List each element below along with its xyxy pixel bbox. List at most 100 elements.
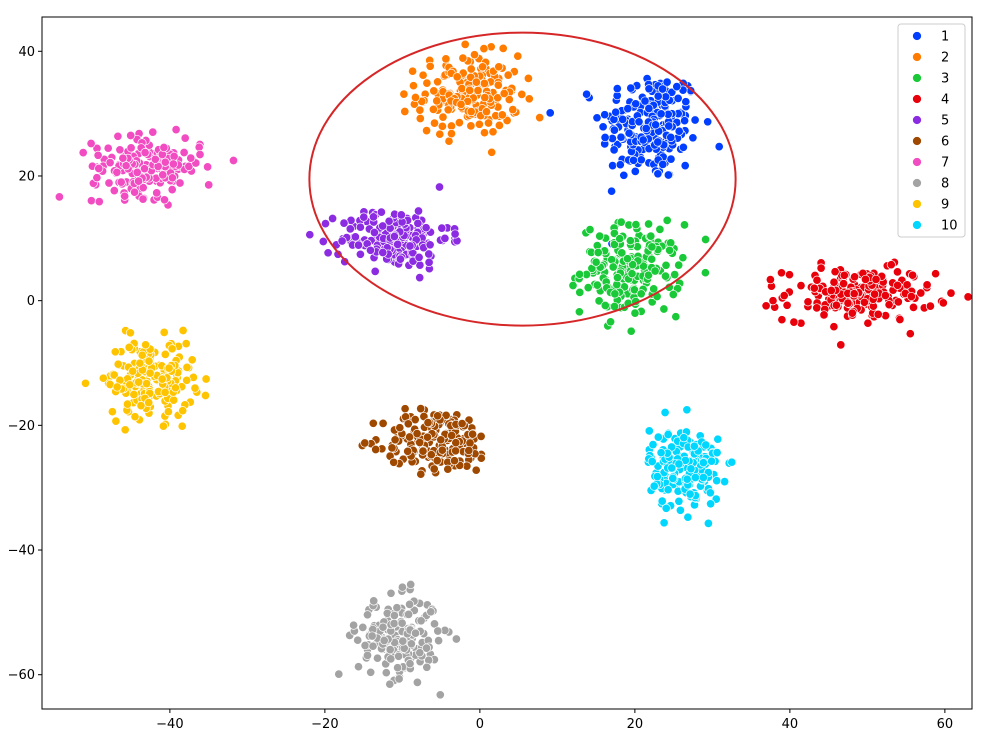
data-point-cluster-2 — [410, 92, 421, 103]
data-point-cluster-9 — [160, 349, 170, 359]
data-point-cluster-7 — [109, 186, 119, 196]
data-point-cluster-9 — [187, 355, 197, 365]
data-point-cluster-7 — [54, 192, 64, 202]
data-point-cluster-8 — [426, 607, 436, 617]
data-point-cluster-7 — [195, 149, 205, 160]
data-point-cluster-3 — [608, 262, 618, 272]
data-point-cluster-2 — [422, 78, 432, 88]
legend-marker — [912, 199, 922, 209]
legend-label: 10 — [941, 219, 958, 234]
data-point-cluster-3 — [661, 260, 671, 270]
data-point-cluster-3 — [659, 304, 669, 314]
data-point-cluster-8 — [385, 645, 395, 655]
data-point-cluster-2 — [465, 85, 475, 95]
data-point-cluster-10 — [712, 476, 722, 486]
data-point-cluster-4 — [892, 267, 903, 277]
data-point-cluster-5 — [389, 231, 399, 242]
data-point-cluster-7 — [171, 125, 181, 135]
data-point-cluster-1 — [609, 125, 619, 135]
data-point-cluster-1 — [666, 132, 676, 142]
data-points — [54, 39, 973, 700]
data-point-cluster-7 — [104, 178, 114, 188]
data-point-cluster-1 — [626, 83, 636, 93]
data-point-cluster-9 — [110, 347, 120, 357]
data-point-cluster-1 — [644, 84, 654, 94]
data-point-cluster-9 — [178, 325, 188, 336]
data-point-cluster-8 — [406, 579, 416, 590]
data-point-cluster-4 — [886, 260, 896, 270]
data-point-cluster-3 — [674, 260, 684, 270]
data-point-cluster-3 — [629, 285, 639, 295]
data-point-cluster-10 — [667, 442, 677, 452]
data-point-cluster-1 — [653, 169, 663, 179]
data-point-cluster-10 — [660, 407, 670, 418]
data-point-cluster-3 — [678, 253, 688, 263]
data-point-cluster-8 — [416, 616, 426, 626]
data-point-cluster-6 — [416, 469, 426, 479]
data-point-cluster-6 — [465, 438, 475, 448]
data-point-cluster-2 — [458, 53, 468, 63]
data-point-cluster-8 — [367, 631, 377, 641]
data-point-cluster-8 — [366, 667, 376, 677]
data-point-cluster-7 — [150, 154, 160, 164]
data-point-cluster-8 — [405, 599, 415, 609]
data-point-cluster-7 — [94, 163, 104, 174]
data-point-cluster-6 — [432, 456, 442, 466]
data-point-cluster-3 — [617, 248, 627, 258]
data-point-cluster-2 — [488, 127, 498, 137]
data-point-cluster-10 — [706, 499, 716, 509]
data-point-cluster-10 — [707, 456, 717, 466]
data-point-cluster-4 — [860, 274, 871, 284]
data-point-cluster-2 — [466, 107, 476, 117]
data-point-cluster-6 — [468, 429, 478, 439]
data-point-cluster-7 — [116, 177, 126, 187]
data-point-cluster-5 — [355, 222, 365, 232]
data-point-cluster-9 — [144, 356, 154, 366]
data-point-cluster-10 — [685, 489, 695, 499]
x-tick-2: 0 — [476, 709, 484, 732]
data-point-cluster-9 — [142, 379, 152, 389]
data-point-cluster-2 — [415, 105, 425, 115]
data-point-cluster-7 — [175, 178, 185, 188]
data-point-cluster-2 — [524, 94, 534, 104]
data-point-cluster-2 — [487, 147, 497, 157]
data-point-cluster-9 — [170, 383, 181, 393]
data-point-cluster-6 — [412, 429, 422, 439]
data-point-cluster-3 — [665, 245, 675, 255]
data-point-cluster-6 — [389, 457, 399, 467]
data-point-cluster-6 — [437, 445, 447, 455]
data-point-cluster-2 — [399, 89, 409, 99]
data-point-cluster-5 — [359, 212, 369, 222]
data-point-cluster-8 — [421, 643, 432, 653]
data-point-cluster-4 — [863, 318, 873, 328]
data-point-cluster-2 — [429, 86, 439, 96]
data-point-cluster-8 — [389, 610, 399, 621]
data-point-cluster-6 — [451, 438, 461, 448]
data-point-cluster-1 — [690, 115, 700, 125]
data-point-cluster-6 — [422, 432, 433, 442]
data-point-cluster-1 — [663, 170, 673, 180]
x-tick-0: −40 — [156, 709, 184, 732]
data-point-cluster-4 — [803, 297, 813, 307]
data-point-cluster-10 — [653, 432, 663, 442]
data-point-cluster-7 — [139, 164, 150, 174]
data-point-cluster-3 — [626, 326, 636, 336]
legend-item-5: 5 — [912, 114, 949, 129]
data-point-cluster-4 — [908, 302, 919, 312]
data-point-cluster-4 — [816, 263, 826, 273]
data-point-cluster-4 — [829, 277, 839, 287]
data-point-cluster-3 — [591, 257, 601, 267]
legend: 1 2 3 4 5 6 7 8 9 10 — [897, 23, 966, 238]
data-point-cluster-3 — [647, 242, 657, 252]
data-point-cluster-3 — [600, 300, 610, 311]
data-point-cluster-2 — [479, 78, 489, 88]
data-point-cluster-5 — [337, 236, 347, 246]
data-point-cluster-8 — [353, 662, 364, 672]
data-point-cluster-1 — [612, 84, 622, 94]
data-point-cluster-4 — [779, 291, 789, 301]
data-point-cluster-5 — [305, 230, 315, 240]
data-point-cluster-7 — [204, 180, 214, 190]
data-point-cluster-2 — [494, 120, 504, 130]
data-point-cluster-2 — [408, 81, 419, 91]
